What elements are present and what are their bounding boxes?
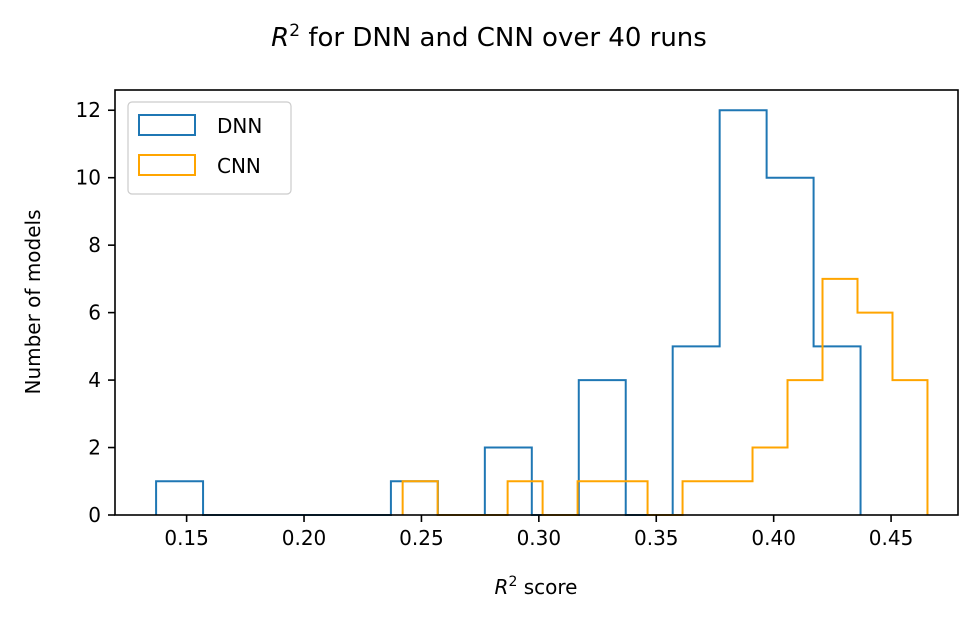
legend: DNN CNN (127, 101, 292, 195)
y-tick-label: 2 (88, 436, 101, 460)
y-tick-label: 10 (76, 166, 101, 190)
chart-title: R2 for DNN and CNN over 40 runs (271, 21, 707, 53)
legend-swatch-dnn (138, 114, 196, 136)
y-tick-label: 12 (76, 98, 101, 122)
x-tick-label: 0.45 (869, 526, 914, 550)
x-axis-ticks: 0.15 0.20 0.25 0.30 0.35 0.40 0.45 (164, 515, 913, 550)
legend-swatch-cnn (138, 154, 196, 176)
y-tick-label: 6 (88, 301, 101, 325)
legend-box (127, 101, 292, 195)
y-axis-ticks: 0 2 4 6 8 10 12 (76, 98, 115, 527)
x-axis-label: R2 score (495, 574, 578, 599)
axes-frame (114, 89, 959, 516)
x-tick-label: 0.35 (634, 526, 679, 550)
x-tick-label: 0.20 (282, 526, 327, 550)
legend-label-cnn: CNN (217, 154, 261, 178)
y-tick-label: 8 (88, 233, 101, 257)
y-tick-label: 4 (88, 368, 101, 392)
y-axis-label: Number of models (21, 209, 45, 394)
legend-label-dnn: DNN (217, 114, 262, 138)
x-tick-label: 0.25 (399, 526, 444, 550)
x-tick-label: 0.40 (751, 526, 796, 550)
x-tick-label: 0.30 (517, 526, 562, 550)
x-tick-label: 0.15 (164, 526, 209, 550)
y-tick-label: 0 (88, 503, 101, 527)
